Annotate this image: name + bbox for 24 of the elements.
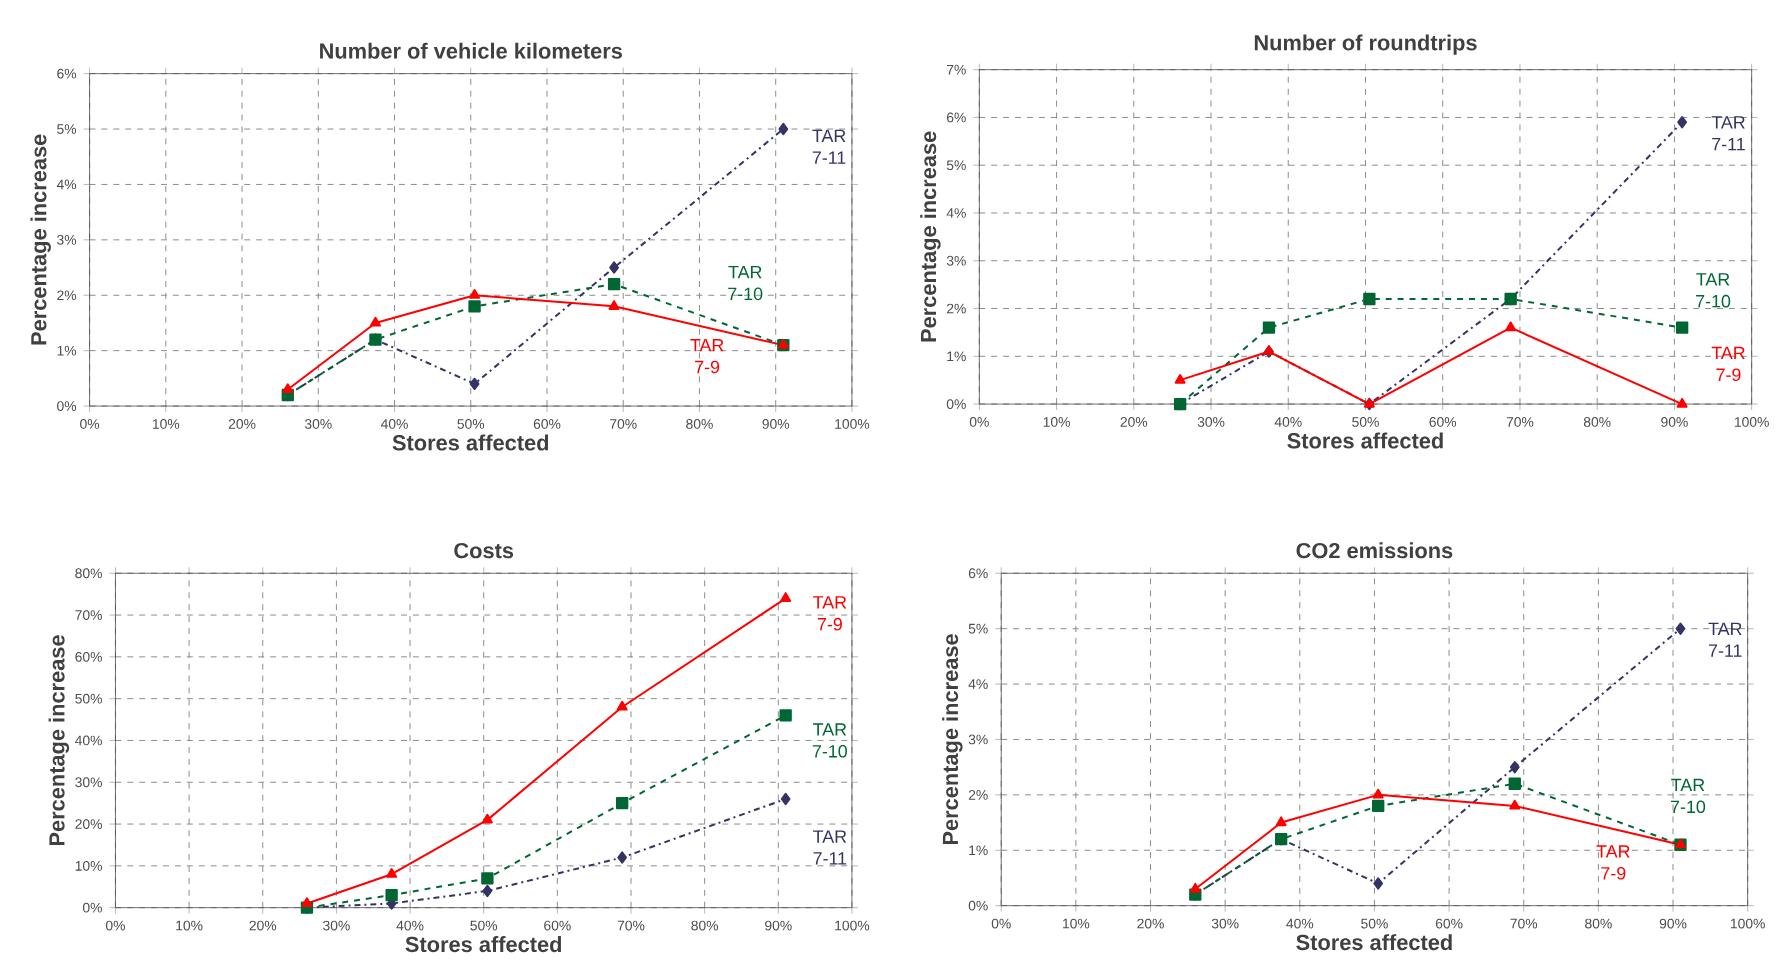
series-label: TAR 7-10	[812, 723, 848, 758]
series-label: TAR 7-10	[1696, 273, 1731, 308]
x-axis-title: Stores affected	[1296, 934, 1452, 951]
y-axis-title: Percentage increase	[920, 131, 941, 342]
y-axis-title: Percentage increase	[30, 134, 51, 345]
series-label: TAR 7-9	[1596, 845, 1630, 880]
series-label: TAR 7-11	[1708, 623, 1742, 658]
x-axis-title: Stores affected	[1287, 432, 1443, 449]
chart-title: Number of roundtrips	[1254, 34, 1477, 56]
series-label: TAR 7-9	[690, 339, 724, 374]
y-axis-title: Percentage increase	[48, 635, 70, 846]
x-axis-title: Stores affected	[405, 936, 562, 953]
y-axis-title: Percentage increase	[942, 634, 963, 845]
series-label: TAR 7-11	[812, 130, 846, 165]
text: TAR 7-11	[813, 830, 847, 865]
series-label: TAR 7-9	[813, 596, 847, 631]
series-label: TAR 7-10	[728, 266, 763, 301]
x-axis-title: Stores affected	[392, 434, 549, 451]
chart-title: Number of vehicle kilometers	[320, 43, 622, 60]
chart-title: CO2 emissions	[1296, 542, 1453, 559]
series-label: TAR 7-10	[1670, 779, 1706, 814]
series-label: TAR 7-9	[1711, 347, 1745, 382]
series-label: TAR 7-11	[1711, 116, 1745, 151]
chart-title: Costs	[454, 543, 514, 559]
